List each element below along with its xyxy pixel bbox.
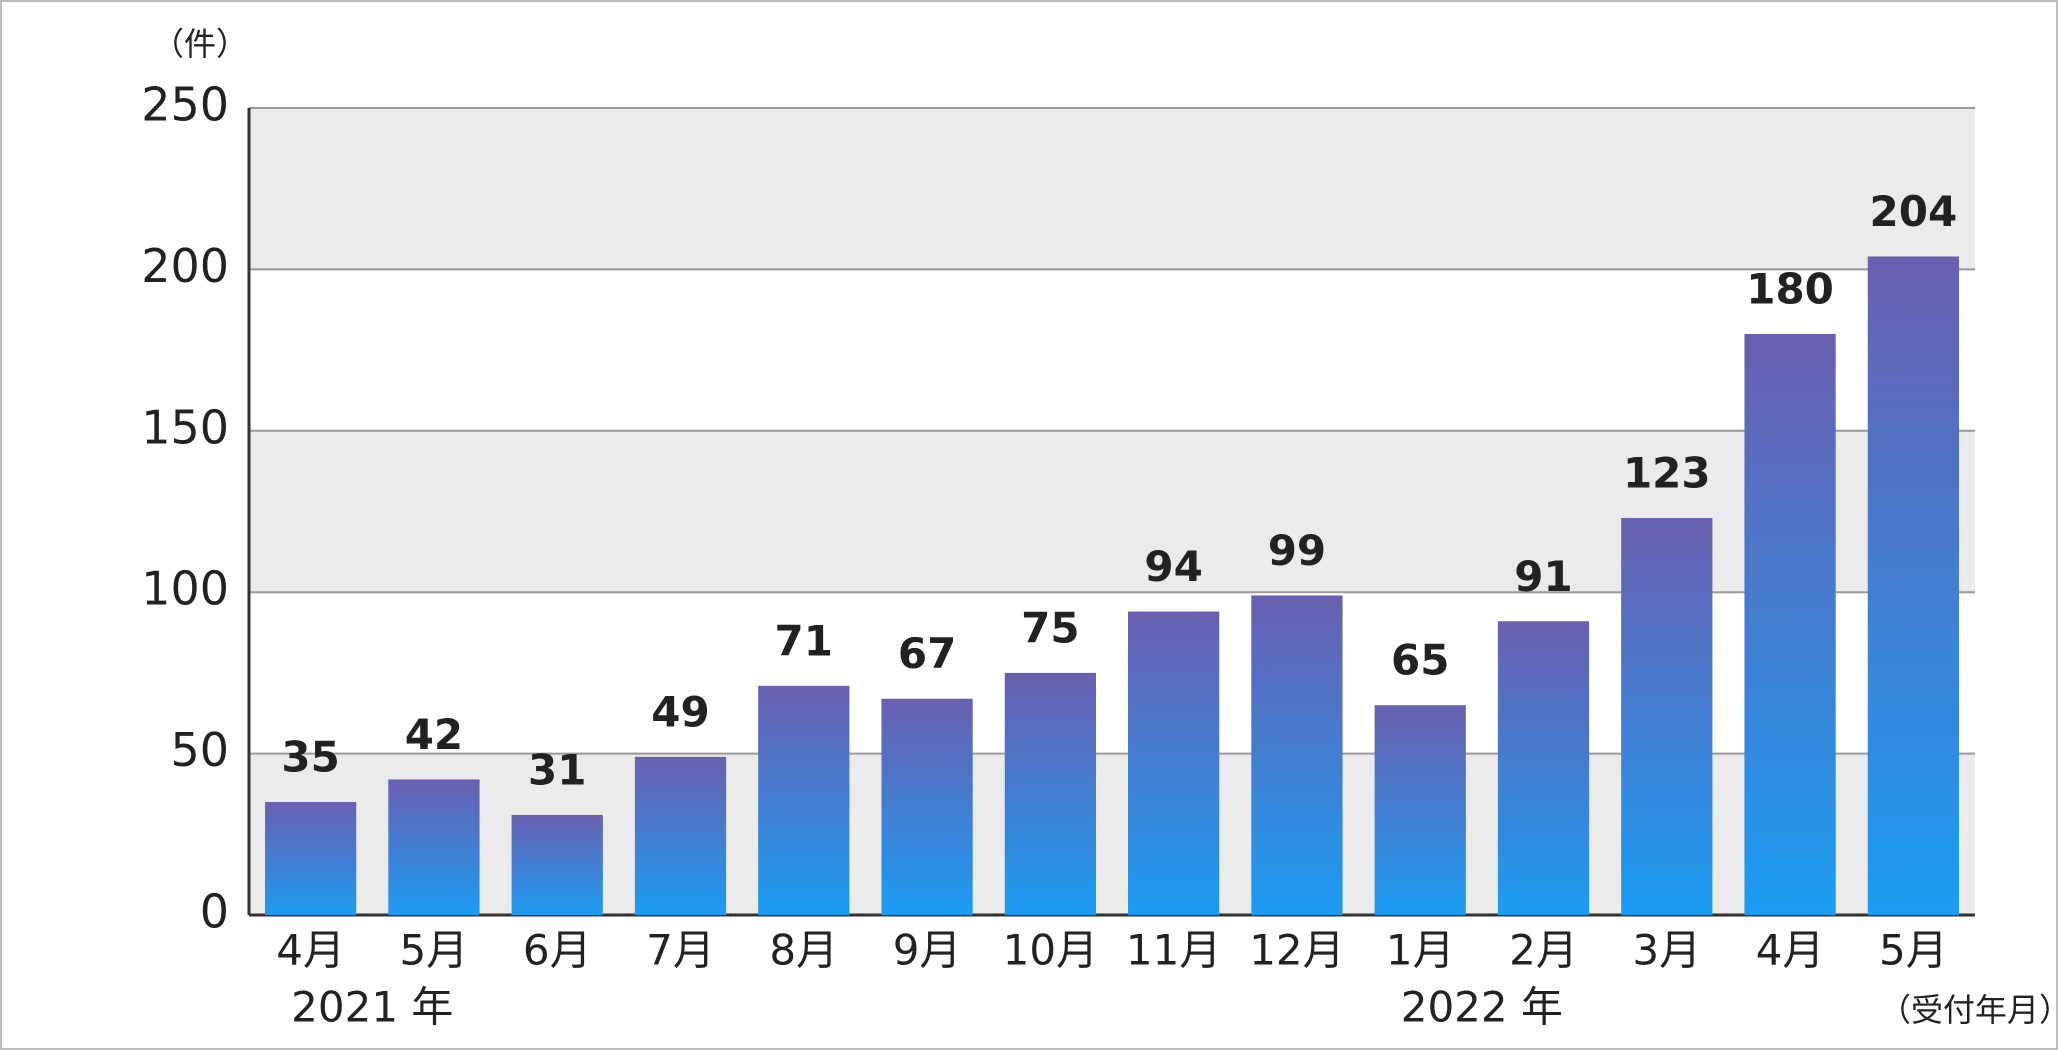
value-label: 204 xyxy=(1870,187,1958,236)
y-tick-label: 250 xyxy=(141,78,229,132)
bar xyxy=(1744,333,1836,916)
x-tick-label: 8月 xyxy=(769,926,838,975)
bar xyxy=(265,802,357,915)
bar xyxy=(758,685,850,915)
year-label: 2021 年 xyxy=(291,983,453,1032)
bar xyxy=(1251,595,1343,915)
bar xyxy=(1128,611,1220,915)
x-tick-label: 4月 xyxy=(1756,926,1825,975)
bar xyxy=(1867,256,1959,915)
value-label: 180 xyxy=(1746,264,1834,313)
x-tick-label: 6月 xyxy=(523,926,592,975)
y-tick-label: 50 xyxy=(170,723,229,777)
x-tick-label: 4月 xyxy=(276,926,345,975)
value-label: 123 xyxy=(1623,448,1711,497)
bar xyxy=(1004,672,1096,915)
x-tick-label: 7月 xyxy=(646,926,715,975)
bar xyxy=(1374,705,1466,915)
x-tick-label: 1月 xyxy=(1386,926,1455,975)
y-tick-label: 150 xyxy=(141,400,229,454)
x-unit: （受付年月） xyxy=(1879,991,2058,1029)
grid-band xyxy=(249,108,1975,270)
y-unit: （件） xyxy=(152,25,248,63)
value-label: 71 xyxy=(775,616,833,665)
y-tick-label: 100 xyxy=(141,562,229,616)
value-label: 75 xyxy=(1021,603,1079,652)
x-tick-label: 10月 xyxy=(1003,926,1098,975)
x-tick-label: 12月 xyxy=(1249,926,1344,975)
x-tick-label: 3月 xyxy=(1632,926,1701,975)
x-tick-label: 9月 xyxy=(893,926,962,975)
x-tick-label: 2月 xyxy=(1509,926,1578,975)
bar xyxy=(511,814,603,915)
bar xyxy=(881,698,973,915)
bar xyxy=(388,779,480,915)
value-label: 65 xyxy=(1391,636,1449,685)
value-label: 42 xyxy=(405,710,463,759)
bar xyxy=(1497,621,1590,915)
value-label: 94 xyxy=(1144,542,1202,591)
x-tick-label: 11月 xyxy=(1126,926,1221,975)
bar xyxy=(1621,517,1713,915)
x-tick-label: 5月 xyxy=(1879,926,1948,975)
year-label: 2022 年 xyxy=(1401,983,1563,1032)
x-tick-label: 5月 xyxy=(400,926,469,975)
grid-band xyxy=(249,753,1975,915)
bar xyxy=(634,756,727,915)
value-label: 35 xyxy=(281,733,339,782)
value-label: 31 xyxy=(528,745,586,794)
value-label: 67 xyxy=(898,629,956,678)
y-tick-label: 200 xyxy=(141,239,229,293)
value-label: 49 xyxy=(651,687,709,736)
value-label: 91 xyxy=(1514,552,1572,601)
grid-band xyxy=(249,430,1975,593)
y-tick-label: 0 xyxy=(200,885,229,939)
value-label: 99 xyxy=(1268,526,1326,575)
